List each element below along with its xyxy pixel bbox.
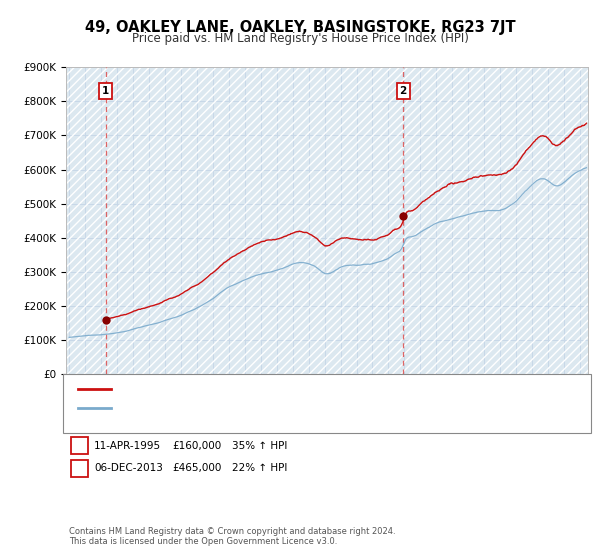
- Text: 49, OAKLEY LANE, OAKLEY, BASINGSTOKE, RG23 7JT: 49, OAKLEY LANE, OAKLEY, BASINGSTOKE, RG…: [85, 20, 515, 35]
- Text: 49, OAKLEY LANE, OAKLEY, BASINGSTOKE, RG23 7JT (detached house): 49, OAKLEY LANE, OAKLEY, BASINGSTOKE, RG…: [117, 384, 463, 394]
- Text: 1: 1: [76, 441, 83, 451]
- Text: Contains HM Land Registry data © Crown copyright and database right 2024.: Contains HM Land Registry data © Crown c…: [69, 527, 395, 536]
- Text: 06-DEC-2013: 06-DEC-2013: [94, 463, 163, 473]
- Text: 35% ↑ HPI: 35% ↑ HPI: [232, 441, 287, 451]
- Text: 2: 2: [76, 463, 83, 473]
- Text: 11-APR-1995: 11-APR-1995: [94, 441, 161, 451]
- Text: £465,000: £465,000: [172, 463, 221, 473]
- Text: 1: 1: [102, 86, 109, 96]
- Text: £160,000: £160,000: [172, 441, 221, 451]
- Text: Price paid vs. HM Land Registry's House Price Index (HPI): Price paid vs. HM Land Registry's House …: [131, 32, 469, 45]
- Text: 2: 2: [400, 86, 407, 96]
- Text: This data is licensed under the Open Government Licence v3.0.: This data is licensed under the Open Gov…: [69, 537, 337, 546]
- Text: HPI: Average price, detached house, Basingstoke and Deane: HPI: Average price, detached house, Basi…: [117, 403, 413, 413]
- Text: 22% ↑ HPI: 22% ↑ HPI: [232, 463, 287, 473]
